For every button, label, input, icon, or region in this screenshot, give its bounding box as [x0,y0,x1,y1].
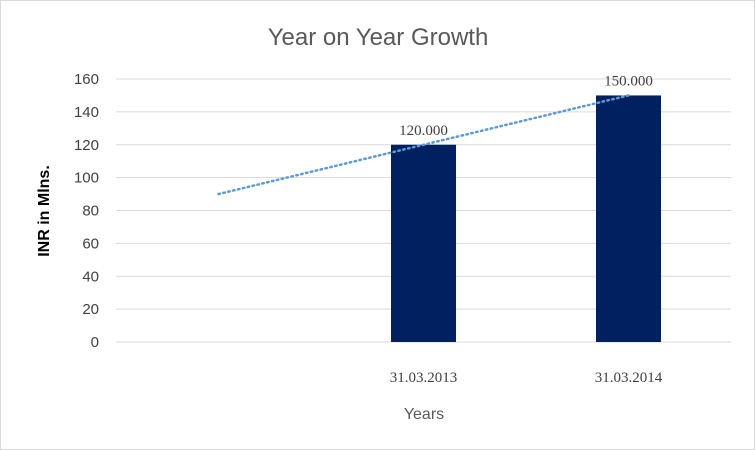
y-tick-label: 20 [82,301,99,318]
bars [391,95,661,342]
y-tick-label: 60 [82,235,99,252]
data-label: 120.000 [399,123,448,139]
data-labels: 120.000 150.000 [399,73,653,138]
y-tick-label: 0 [91,334,99,351]
trendline [217,94,630,196]
y-tick-label: 80 [82,203,99,220]
x-tick-label: 31.03.2014 [595,370,663,386]
y-tick-label: 160 [74,71,99,88]
x-axis-ticks: 31.03.2013 31.03.2014 [390,370,663,386]
y-axis-ticks: 0 20 40 60 80 100 120 140 160 [74,71,99,351]
y-tick-label: 40 [82,268,99,285]
y-tick-label: 140 [74,104,99,121]
trendline-path [217,94,630,196]
bar [391,144,456,342]
y-tick-label: 100 [74,170,99,187]
chart-title: Year on Year Growth [268,24,489,51]
y-axis-title: INR in Mlns. [36,165,53,257]
x-tick-label: 31.03.2013 [390,370,458,386]
data-label: 150.000 [604,73,653,89]
y-tick-label: 120 [74,137,99,154]
x-axis-title: Years [404,406,444,423]
bar [596,95,661,342]
